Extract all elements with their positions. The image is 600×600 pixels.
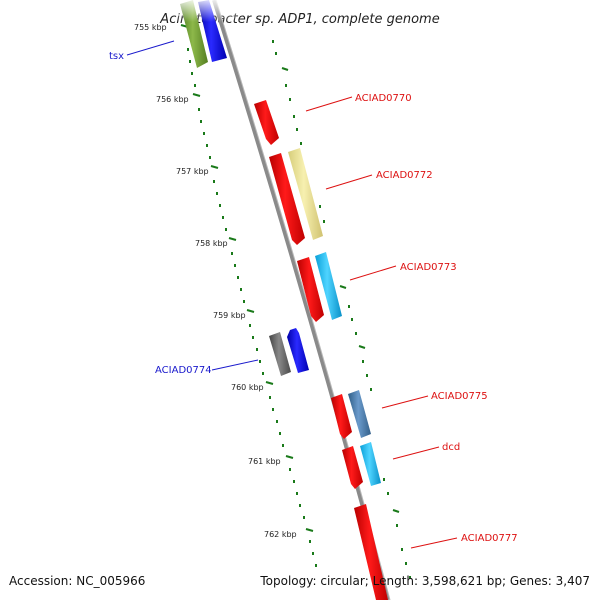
- scale-dots-outer: [272, 40, 411, 579]
- scale-label: 757 kbp: [176, 167, 209, 176]
- gene-feature-steel[interactable]: [348, 390, 371, 438]
- gene-feature-red[interactable]: [342, 446, 363, 489]
- gene-feature-red[interactable]: [331, 394, 352, 439]
- gene-labels: tsx ACIAD0770 ACIAD0772 ACIAD0773 ACIAD0…: [109, 51, 518, 544]
- gene-feature-cyan[interactable]: [315, 252, 342, 320]
- gene-label-dcd[interactable]: dcd: [442, 442, 460, 453]
- gene-feature-red[interactable]: [354, 504, 388, 600]
- scale-label: 758 kbp: [195, 239, 228, 248]
- gene-feature-yellow[interactable]: [288, 148, 323, 240]
- scale-label: 756 kbp: [156, 95, 189, 104]
- gene-feature-red[interactable]: [254, 100, 279, 145]
- gene-feature-blue[interactable]: [287, 328, 309, 373]
- leader-lines: [126, 40, 458, 549]
- gene-features: [176, 0, 388, 600]
- scale-label: 762 kbp: [264, 530, 297, 539]
- scale-label: 755 kbp: [134, 23, 167, 32]
- gene-label-aciad0773[interactable]: ACIAD0773: [400, 262, 457, 273]
- gene-feature-cyan[interactable]: [360, 442, 381, 486]
- gene-feature-red[interactable]: [269, 153, 305, 245]
- scale-dots-inner: [187, 48, 317, 567]
- gene-label-aciad0774[interactable]: ACIAD0774: [155, 365, 212, 376]
- gene-label-tsx[interactable]: tsx: [109, 51, 124, 62]
- scale-label: 760 kbp: [231, 383, 264, 392]
- gene-feature-red[interactable]: [297, 257, 324, 322]
- gene-label-aciad0770[interactable]: ACIAD0770: [355, 93, 412, 104]
- gene-label-aciad0775[interactable]: ACIAD0775: [431, 391, 488, 402]
- scale-label: 761 kbp: [248, 457, 281, 466]
- gene-label-aciad0777[interactable]: ACIAD0777: [461, 533, 518, 544]
- gene-label-aciad0772[interactable]: ACIAD0772: [376, 170, 433, 181]
- scale-major-ticks: [180, 24, 314, 532]
- accession-text: Accession: NC_005966: [9, 574, 146, 588]
- scale-label: 759 kbp: [213, 311, 246, 320]
- scale-labels: 755 kbp 756 kbp 757 kbp 758 kbp 759 kbp …: [134, 23, 297, 539]
- topology-text: Topology: circular; Length: 3,598,621 bp…: [260, 574, 590, 588]
- gene-feature-gray[interactable]: [269, 332, 291, 376]
